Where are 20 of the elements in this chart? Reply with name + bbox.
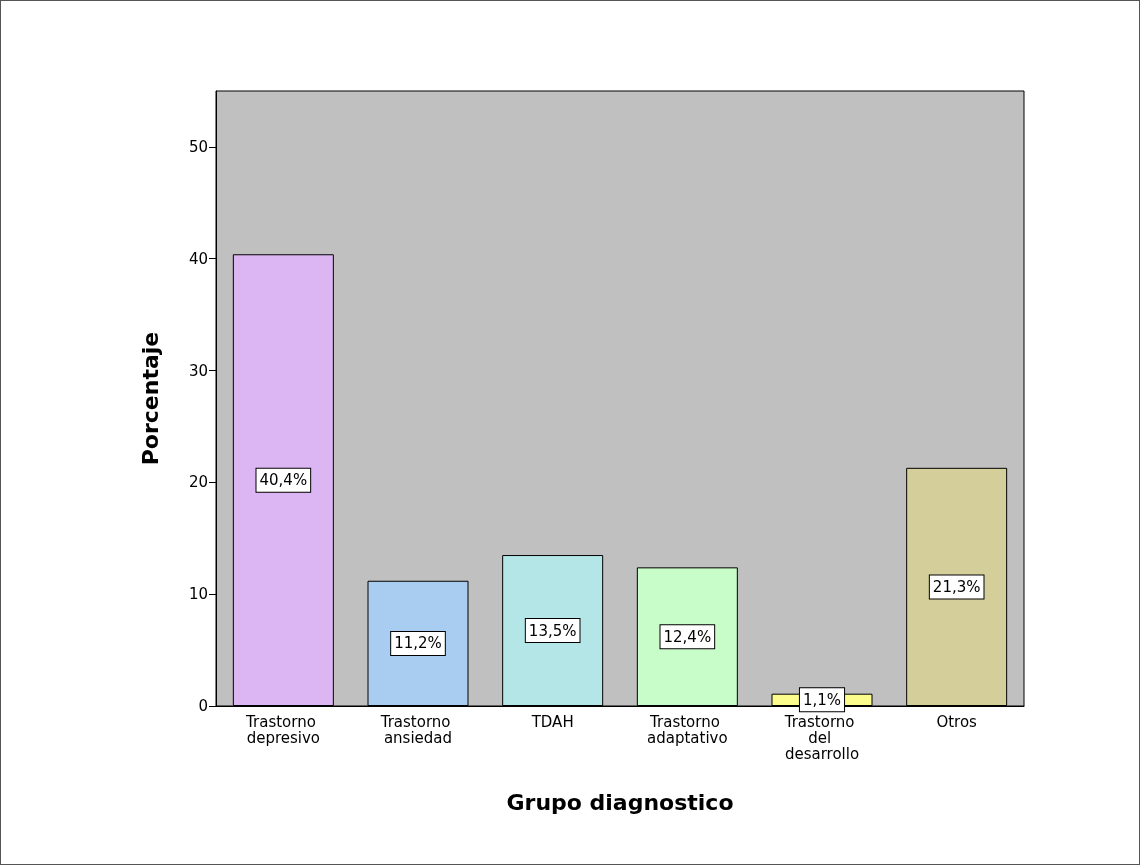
x-tick-label: Trastorno adaptativo — [647, 713, 728, 747]
x-tick-label: Otros — [936, 713, 978, 731]
data-label: 40,4% — [259, 471, 308, 490]
data-label: 12,4% — [663, 627, 712, 646]
x-axis-title: Grupo diagnostico — [506, 789, 734, 815]
y-axis-title: Porcentaje — [137, 331, 163, 466]
x-tick-label: TDAH — [530, 713, 574, 731]
y-tick-label: 10 — [188, 585, 208, 604]
y-tick-label: 40 — [188, 249, 208, 268]
data-label: 13,5% — [528, 621, 577, 640]
y-tick-label: 0 — [198, 697, 208, 715]
data-label: 1,1% — [802, 690, 842, 709]
data-label: 21,3% — [932, 577, 981, 596]
y-tick-label: 50 — [188, 137, 208, 156]
x-tick-label: Trastorno del desarrollo — [783, 713, 860, 763]
data-label: 11,2% — [394, 634, 442, 653]
y-tick-label: 30 — [188, 361, 208, 380]
x-tick-label: Trastorno ansiedad — [379, 713, 456, 747]
y-tick-label: 20 — [188, 473, 208, 492]
x-tick-label: Trastorno depresivo — [245, 713, 321, 747]
